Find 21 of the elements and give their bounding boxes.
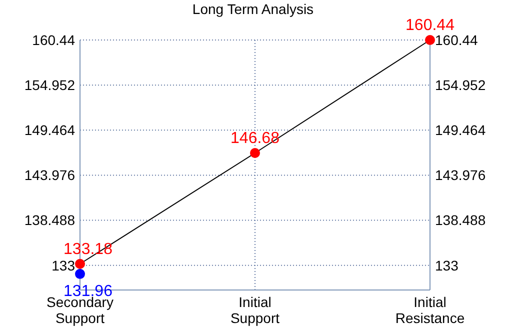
y-tick-label: 160.44 — [32, 32, 76, 48]
point — [250, 148, 260, 158]
y-tick-label: 133 — [52, 257, 76, 274]
y2-tick-label: 138.488 — [435, 212, 486, 228]
point — [75, 258, 85, 269]
x-tick-label: Initial Resistance — [395, 294, 465, 326]
y-tick-label: 138.488 — [24, 212, 76, 228]
y-tick-label: 143.976 — [24, 167, 76, 184]
y-tick-label: 154.952 — [24, 76, 76, 93]
y-tick-label: 149.464 — [24, 122, 76, 138]
point — [425, 35, 435, 45]
x-tick-label: Initial Support — [230, 294, 280, 326]
y2-tick-label: 154.952 — [435, 76, 486, 93]
data-label: 160.44 — [406, 17, 455, 34]
point — [75, 268, 85, 279]
y2-tick-label: 149.464 — [435, 122, 486, 138]
y2-tick-label: 133 — [435, 257, 459, 274]
y2-tick-label: 160.44 — [435, 32, 478, 48]
y2-tick-label: 143.976 — [435, 167, 486, 184]
chart-title: Long Term Analysis — [192, 1, 314, 17]
data-label: 146.68 — [230, 130, 280, 148]
